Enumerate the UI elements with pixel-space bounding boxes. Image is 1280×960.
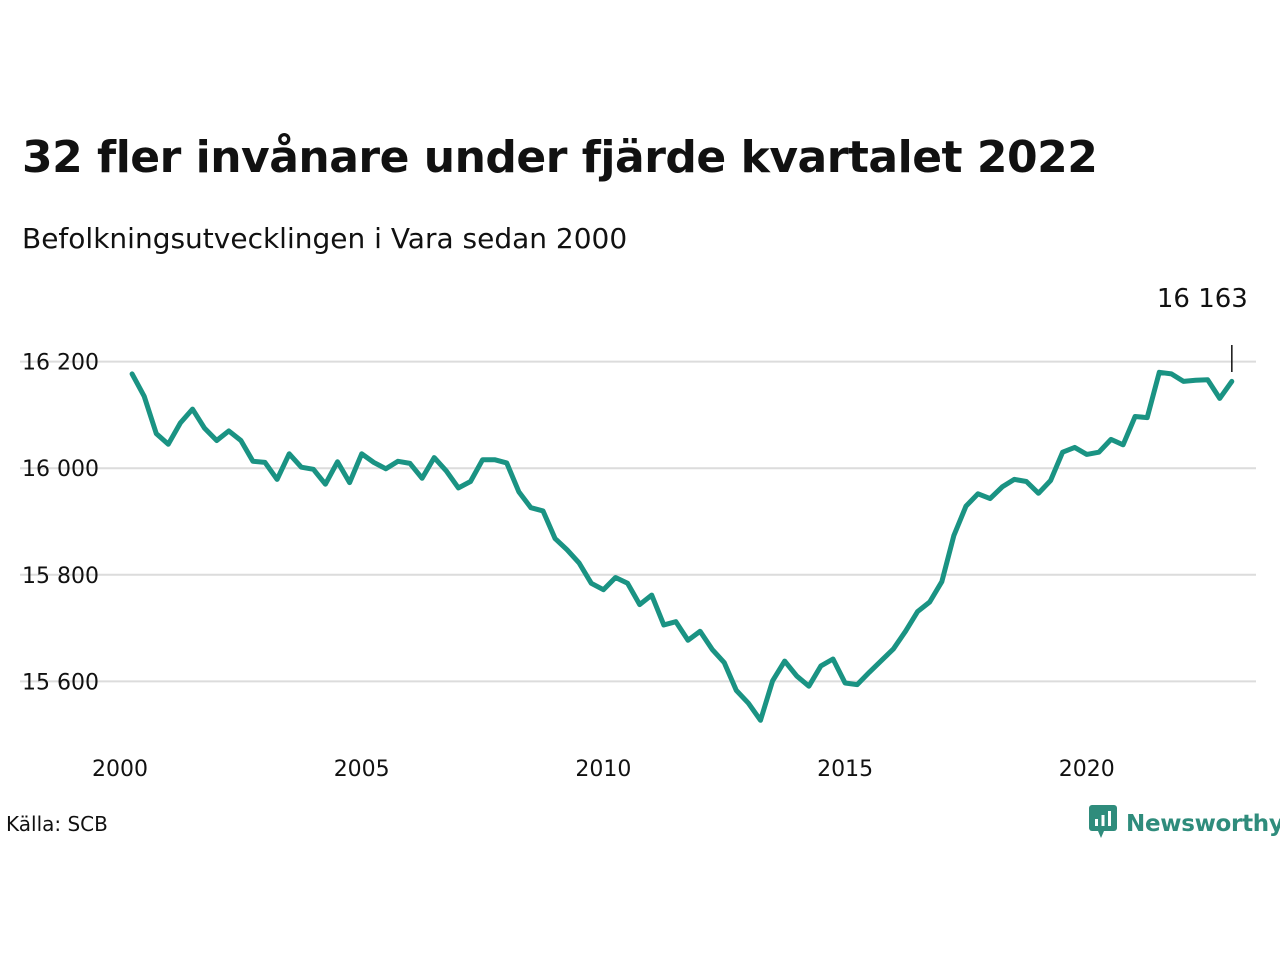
last-value-label: 16 163 [1157, 284, 1248, 314]
series-line [129, 369, 1235, 723]
x-tick-label: 2005 [334, 757, 390, 782]
source-note: Källa: SCB [6, 812, 108, 836]
x-axis-tick-labels: 2000 2005 2010 2015 2020 [92, 757, 1115, 782]
y-tick-label: 16 000 [22, 457, 99, 482]
newsworthy-logo[interactable]: Newsworthy [1088, 804, 1280, 844]
annotation-layer: 16 163 [1157, 284, 1248, 372]
x-tick-label: 2015 [817, 757, 873, 782]
chart-bubble-icon [1088, 804, 1118, 844]
series-layer [129, 369, 1235, 723]
logo-text: Newsworthy [1126, 811, 1280, 837]
y-tick-label: 15 600 [22, 670, 99, 695]
chart-title: 32 fler invånare under fjärde kvartalet … [22, 132, 1098, 183]
grid-lines [20, 360, 1256, 683]
x-tick-label: 2000 [92, 757, 148, 782]
x-tick-label: 2010 [575, 757, 631, 782]
chart-subtitle: Befolkningsutvecklingen i Vara sedan 200… [22, 222, 628, 255]
x-tick-label: 2020 [1059, 757, 1115, 782]
y-tick-label: 15 800 [22, 564, 99, 589]
y-tick-label: 16 200 [22, 351, 99, 376]
y-axis-tick-labels: 15 600 15 800 16 000 16 200 [22, 351, 99, 696]
